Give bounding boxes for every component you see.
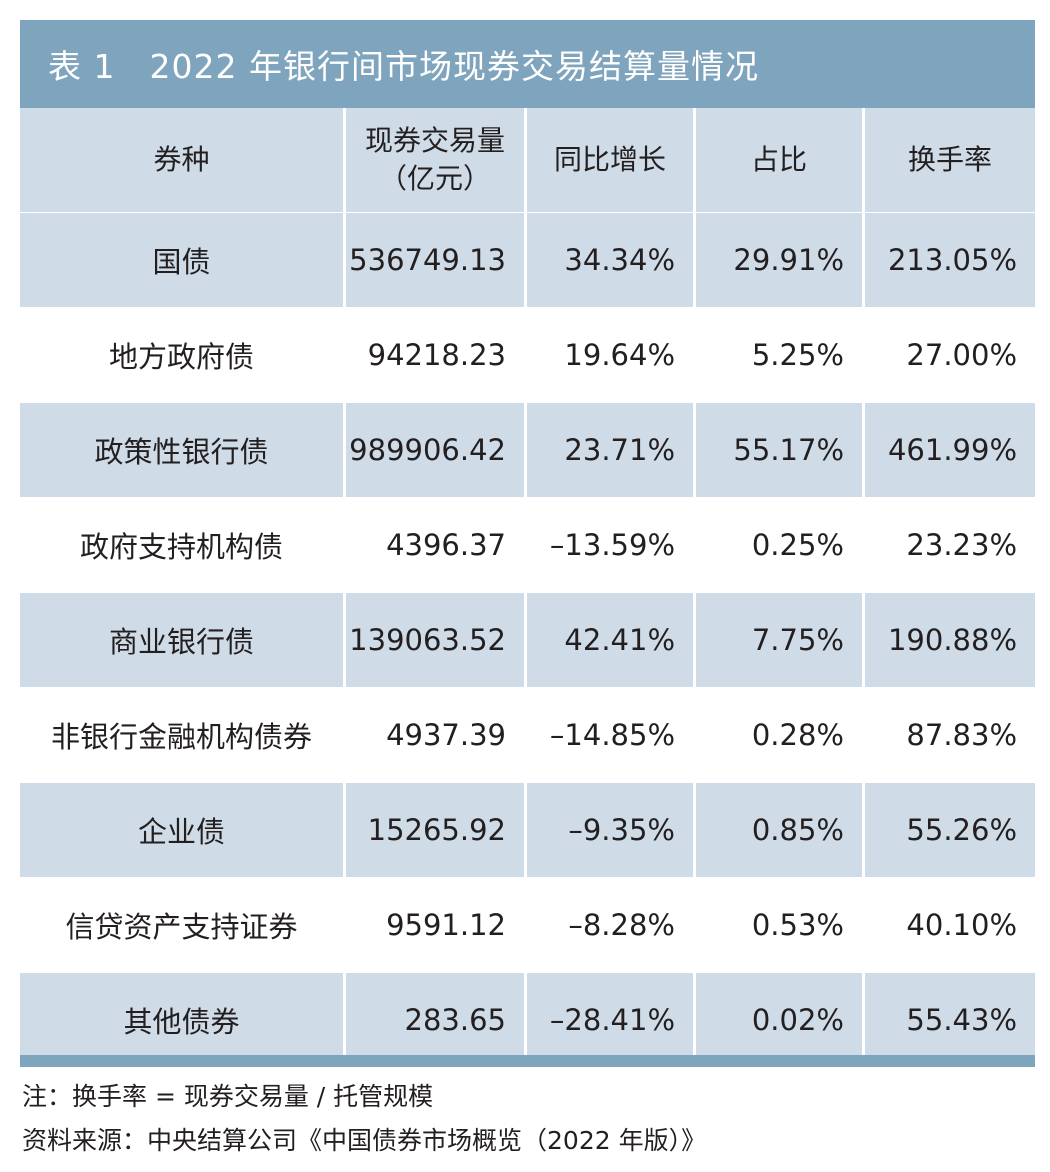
table-title: 表 1 2022 年银行间市场现券交易结算量情况 — [48, 47, 759, 86]
cell-volume: 94218.23 — [346, 307, 527, 402]
cell-yoy-growth: 23.71% — [527, 402, 696, 497]
cell-turnover: 23.23% — [865, 497, 1035, 592]
cell-bond-type: 其他债券 — [20, 972, 346, 1067]
cell-turnover: 461.99% — [865, 402, 1035, 497]
table-row: 其他债券 283.65 –28.41% 0.02% 55.43% — [20, 972, 1035, 1067]
cell-share: 7.75% — [696, 592, 865, 687]
cell-turnover: 55.26% — [865, 782, 1035, 877]
cell-yoy-growth: –13.59% — [527, 497, 696, 592]
cell-turnover: 190.88% — [865, 592, 1035, 687]
cell-yoy-growth: –14.85% — [527, 687, 696, 782]
cell-yoy-growth: –28.41% — [527, 972, 696, 1067]
table-header: 券种 现券交易量 （亿元） 同比增长 占比 换手率 — [20, 108, 1035, 212]
cell-yoy-growth: 42.41% — [527, 592, 696, 687]
header-volume: 现券交易量 （亿元） — [346, 108, 527, 212]
bottom-rule — [20, 1055, 1035, 1067]
cell-turnover: 40.10% — [865, 877, 1035, 972]
cell-share: 0.53% — [696, 877, 865, 972]
table-note: 注：换手率 = 现券交易量 / 托管规模 — [22, 1082, 434, 1111]
cell-volume: 536749.13 — [346, 212, 527, 307]
cell-bond-type: 政府支持机构债 — [20, 497, 346, 592]
cell-turnover: 87.83% — [865, 687, 1035, 782]
table-row: 非银行金融机构债券 4937.39 –14.85% 0.28% 87.83% — [20, 687, 1035, 782]
cell-yoy-growth: –8.28% — [527, 877, 696, 972]
header-bond-type: 券种 — [20, 108, 346, 212]
cell-volume: 989906.42 — [346, 402, 527, 497]
cell-turnover: 55.43% — [865, 972, 1035, 1067]
cell-share: 0.28% — [696, 687, 865, 782]
cell-yoy-growth: 19.64% — [527, 307, 696, 402]
table-row: 企业债 15265.92 –9.35% 0.85% 55.26% — [20, 782, 1035, 877]
cell-share: 0.25% — [696, 497, 865, 592]
table-row: 商业银行债 139063.52 42.41% 7.75% 190.88% — [20, 592, 1035, 687]
cell-volume: 9591.12 — [346, 877, 527, 972]
table-row: 信贷资产支持证券 9591.12 –8.28% 0.53% 40.10% — [20, 877, 1035, 972]
table-source: 资料来源：中央结算公司《中国债券市场概览（2022 年版）》 — [22, 1126, 707, 1155]
cell-bond-type: 政策性银行债 — [20, 402, 346, 497]
header-yoy-growth: 同比增长 — [527, 108, 696, 212]
header-row: 券种 现券交易量 （亿元） 同比增长 占比 换手率 — [20, 108, 1035, 212]
cell-volume: 283.65 — [346, 972, 527, 1067]
table-row: 政府支持机构债 4396.37 –13.59% 0.25% 23.23% — [20, 497, 1035, 592]
cell-volume: 15265.92 — [346, 782, 527, 877]
table-title-bar: 表 1 2022 年银行间市场现券交易结算量情况 — [20, 20, 1035, 108]
table-body: 国债 536749.13 34.34% 29.91% 213.05% 地方政府债 94218… — [20, 212, 1035, 1067]
cell-bond-type: 国债 — [20, 212, 346, 307]
cell-bond-type: 地方政府债 — [20, 307, 346, 402]
header-turnover: 换手率 — [865, 108, 1035, 212]
cell-volume: 4937.39 — [346, 687, 527, 782]
cell-share: 5.25% — [696, 307, 865, 402]
table-row: 地方政府债 94218.23 19.64% 5.25% 27.00% — [20, 307, 1035, 402]
cell-share: 55.17% — [696, 402, 865, 497]
cell-yoy-growth: 34.34% — [527, 212, 696, 307]
cell-share: 0.02% — [696, 972, 865, 1067]
table-row: 国债 536749.13 34.34% 29.91% 213.05% — [20, 212, 1035, 307]
cell-bond-type: 信贷资产支持证券 — [20, 877, 346, 972]
table-row: 政策性银行债 989906.42 23.71% 55.17% 461.99% — [20, 402, 1035, 497]
cell-bond-type: 企业债 — [20, 782, 346, 877]
cell-volume: 4396.37 — [346, 497, 527, 592]
cell-volume: 139063.52 — [346, 592, 527, 687]
cell-share: 0.85% — [696, 782, 865, 877]
cell-turnover: 213.05% — [865, 212, 1035, 307]
cell-bond-type: 非银行金融机构债券 — [20, 687, 346, 782]
cell-bond-type: 商业银行债 — [20, 592, 346, 687]
cell-yoy-growth: –9.35% — [527, 782, 696, 877]
cell-share: 29.91% — [696, 212, 865, 307]
header-share: 占比 — [696, 108, 865, 212]
trading-volume-table: 券种 现券交易量 （亿元） 同比增长 占比 换手率 国债 536749.13 34.34% 2… — [20, 108, 1035, 1067]
cell-turnover: 27.00% — [865, 307, 1035, 402]
